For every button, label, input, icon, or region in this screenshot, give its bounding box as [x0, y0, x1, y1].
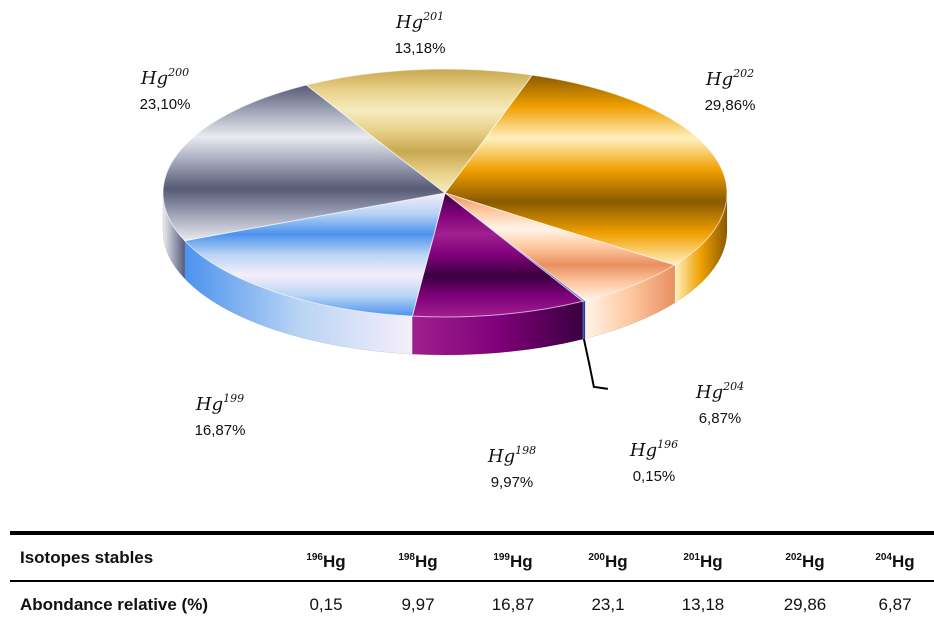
pie-chart: Hg202 29,86% Hg204 6,87% Hg196 0,15% Hg198 9,97…: [140, 10, 756, 491]
table-row2-label: Abondance relative (%): [20, 595, 208, 614]
table-row1-label: Isotopes stables: [20, 548, 154, 567]
table-col-symbol-198: Hg: [415, 552, 438, 571]
pie-slice-199: [183, 192, 446, 317]
slice-label-mass-198: 198: [515, 444, 536, 457]
pie-side-196: [582, 300, 586, 340]
table-top-rule: [10, 531, 934, 535]
pie-labels: Hg202 29,86% Hg204 6,87% Hg196 0,15% Hg198 9,97…: [140, 10, 756, 491]
slice-label-199: Hg199 16,87%: [195, 392, 246, 439]
table-col-mass-198: 198: [398, 552, 415, 563]
table-values-row: Abondance relative (%) 0,15 9,97 16,87 23,1…: [10, 582, 934, 627]
slice-label-pct-198: 9,97%: [491, 474, 534, 491]
table-col-symbol-199: Hg: [510, 552, 533, 571]
slice-label-pct-199: 16,87%: [195, 422, 246, 439]
table-cell-204: 6,87: [878, 595, 912, 614]
slice-label-pct-196: 0,15%: [633, 468, 676, 485]
table-cell-200: 23,1: [591, 595, 625, 614]
slice-label-name-196: Hg196: [629, 438, 678, 461]
table-cell-198: 9,97: [401, 595, 435, 614]
table-col-mass-200: 200: [588, 552, 605, 563]
table-cell-199: 16,87: [491, 595, 535, 614]
table-header-row: Isotopes stables 196Hg 198Hg 199Hg 200Hg 201…: [10, 535, 934, 580]
table-col-header-201: 201Hg: [658, 535, 748, 580]
pie-slice-202: [444, 74, 728, 266]
table-col-mass-196: 196: [306, 552, 323, 563]
slice-label-201: Hg201 13,18%: [395, 10, 446, 57]
slice-label-mass-202: 202: [732, 67, 754, 80]
pie-slice-201: [305, 68, 534, 194]
slice-label-mass-199: 199: [223, 392, 244, 405]
pie-sides: [162, 192, 728, 356]
slice-label-196: Hg196 0,15%: [629, 438, 678, 485]
slice-label-204: Hg204 6,87%: [695, 380, 744, 427]
slice-label-pct-201: 13,18%: [395, 40, 446, 57]
slice-label-198: Hg198 9,97%: [487, 444, 536, 491]
table-mid-rule: [10, 580, 934, 582]
table-col-symbol-204: Hg: [892, 552, 915, 571]
table-col-header-202: 202Hg: [760, 535, 850, 580]
table-col-symbol-196: Hg: [323, 552, 346, 571]
slice-label-name-199: Hg199: [195, 392, 244, 415]
slice-label-200: Hg200 23,10%: [140, 66, 191, 113]
table-col-symbol-201: Hg: [700, 552, 723, 571]
isotope-table: Isotopes stables 196Hg 198Hg 199Hg 200Hg 201…: [10, 531, 934, 627]
slice-label-name-200: Hg200: [140, 66, 189, 89]
table-col-mass-204: 204: [875, 552, 892, 563]
slice-label-mass-196: 196: [657, 438, 678, 451]
table-col-header-200: 200Hg: [563, 535, 653, 580]
table-col-header-196: 196Hg: [281, 535, 371, 580]
table-col-symbol-202: Hg: [802, 552, 825, 571]
pie-tops: [162, 68, 728, 318]
slice-label-mass-204: 204: [722, 380, 744, 393]
table-col-header-204: 204Hg: [850, 535, 934, 580]
slice-label-mass-200: 200: [167, 66, 189, 79]
leader-line-196: [582, 338, 609, 390]
table-col-symbol-200: Hg: [605, 552, 628, 571]
table-col-mass-199: 199: [493, 552, 510, 563]
slice-label-mass-201: 201: [422, 10, 444, 23]
table-cell-201: 13,18: [681, 595, 725, 614]
table-col-mass-201: 201: [683, 552, 700, 563]
slice-label-name-201: Hg201: [395, 10, 444, 33]
table-col-header-199: 199Hg: [468, 535, 558, 580]
slice-label-202: Hg202 29,86%: [705, 67, 756, 114]
pie-slice-198: [411, 192, 584, 318]
pie-slice-204: [444, 192, 676, 302]
slice-label-name-198: Hg198: [487, 444, 536, 467]
slice-label-name-204: Hg204: [695, 380, 744, 403]
table-col-mass-202: 202: [785, 552, 802, 563]
pie-slice-200: [162, 84, 447, 242]
table-col-header-198: 198Hg: [373, 535, 463, 580]
table-cell-202: 29,86: [783, 595, 827, 614]
slice-label-name-202: Hg202: [705, 67, 754, 90]
slice-label-pct-204: 6,87%: [699, 410, 742, 427]
table-cell-196: 0,15: [309, 595, 343, 614]
slice-label-pct-202: 29,86%: [705, 97, 756, 114]
slice-label-pct-200: 23,10%: [140, 96, 191, 113]
